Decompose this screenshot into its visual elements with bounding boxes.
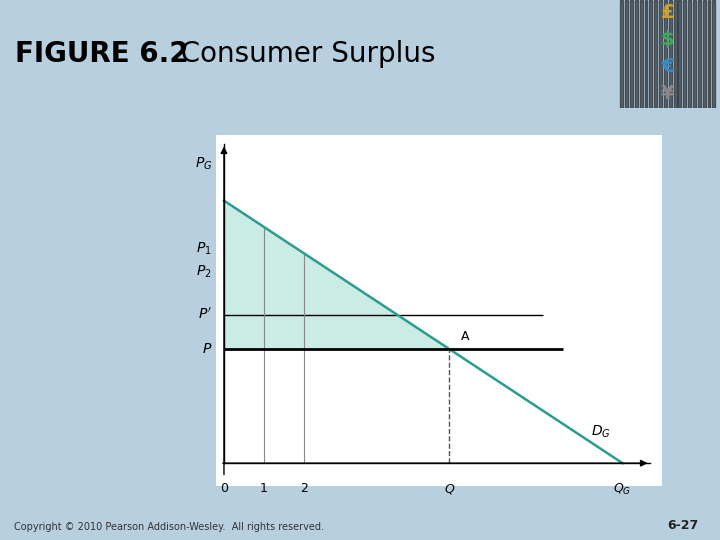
Bar: [708, 0, 711, 108]
Bar: [669, 0, 672, 108]
Text: FIGURE 6.2: FIGURE 6.2: [15, 40, 189, 68]
Bar: [664, 0, 667, 108]
Text: $: $: [661, 30, 675, 50]
Text: 1: 1: [260, 482, 268, 495]
Text: $P_2$: $P_2$: [197, 264, 212, 280]
Text: Copyright © 2010 Pearson Addison-Wesley.  All rights reserved.: Copyright © 2010 Pearson Addison-Wesley.…: [14, 522, 325, 532]
Text: 2: 2: [300, 482, 307, 495]
Text: ¥: ¥: [661, 84, 675, 104]
Bar: [712, 0, 715, 108]
Bar: [674, 0, 677, 108]
Text: €: €: [661, 57, 675, 77]
Bar: [654, 0, 657, 108]
Bar: [693, 0, 696, 108]
Bar: [621, 0, 624, 108]
Text: $D_G$: $D_G$: [591, 424, 611, 440]
Bar: [688, 0, 691, 108]
Bar: [635, 0, 638, 108]
Bar: [639, 0, 643, 108]
Text: A: A: [462, 330, 469, 343]
Bar: [683, 0, 686, 108]
Text: £: £: [661, 3, 675, 23]
Text: $P'$: $P'$: [198, 307, 212, 322]
Bar: [649, 0, 652, 108]
Text: $P_1$: $P_1$: [197, 241, 212, 258]
Bar: [698, 0, 701, 108]
Text: $Q$: $Q$: [444, 482, 455, 496]
Bar: [703, 0, 706, 108]
Bar: [630, 0, 633, 108]
Bar: [678, 0, 681, 108]
Text: $P$: $P$: [202, 342, 212, 356]
Bar: [644, 0, 647, 108]
Bar: [659, 0, 662, 108]
Text: 6-27: 6-27: [667, 519, 698, 532]
Text: $P_G$: $P_G$: [194, 156, 212, 172]
Text: $Q_G$: $Q_G$: [613, 482, 631, 497]
Bar: [625, 0, 628, 108]
Text: Consumer Surplus: Consumer Surplus: [163, 40, 436, 68]
Text: 0: 0: [220, 482, 228, 495]
